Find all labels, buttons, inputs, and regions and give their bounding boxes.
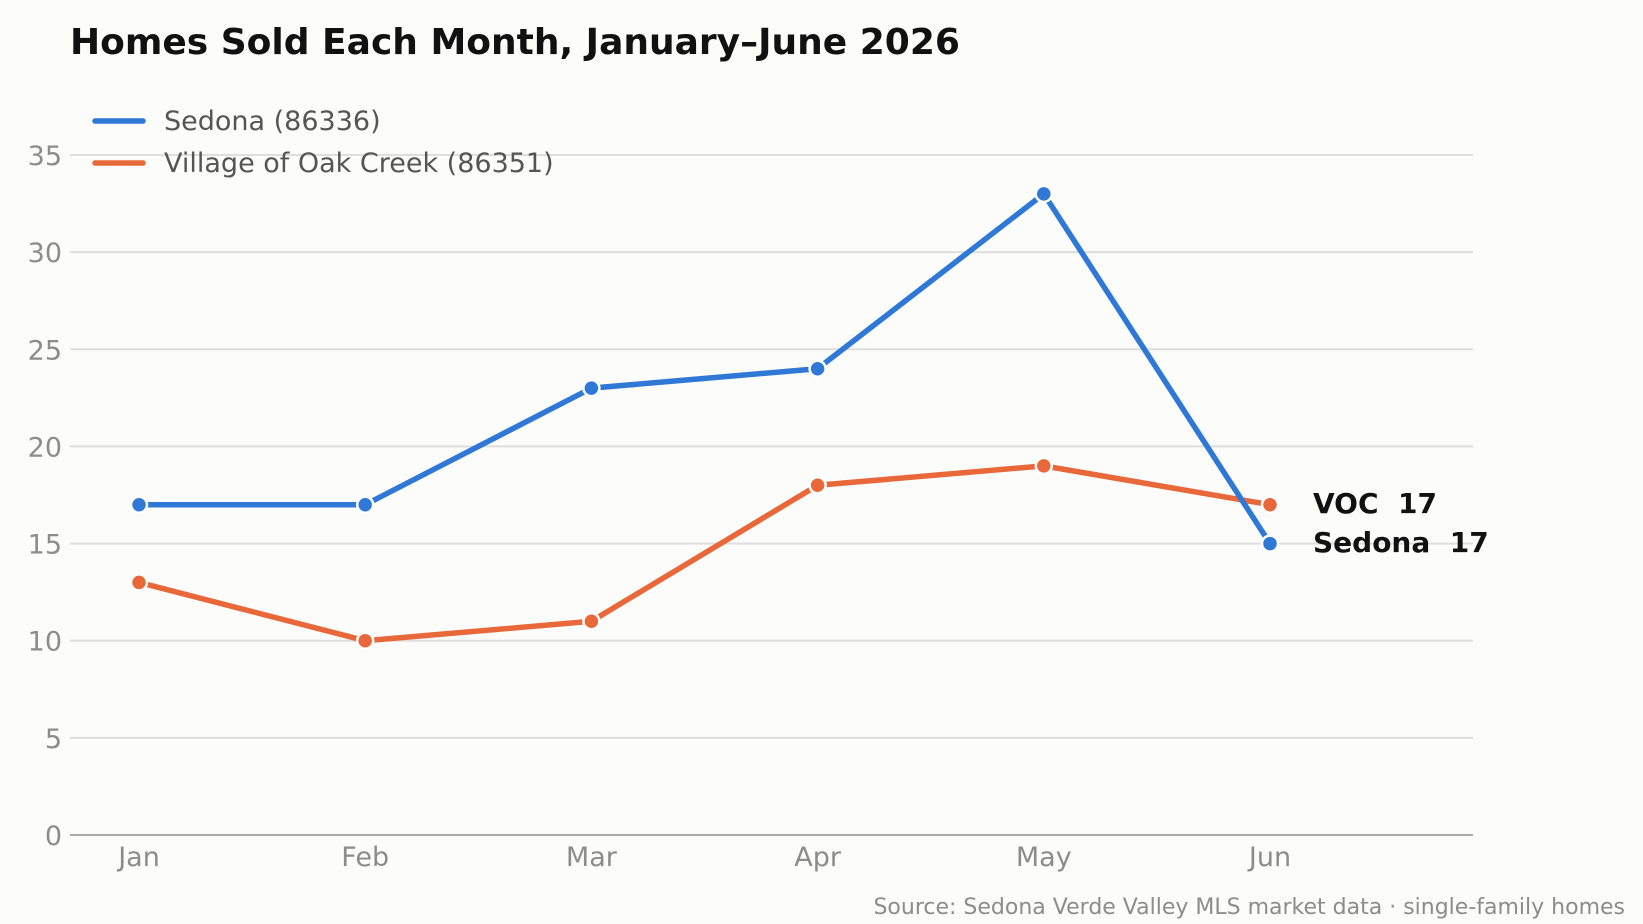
x-tick-label: May xyxy=(1016,842,1072,873)
y-tick-label: 30 xyxy=(28,238,62,269)
series-0 xyxy=(129,184,1280,553)
y-tick-label: 0 xyxy=(45,821,62,852)
legend-item: Village of Oak Creek (86351) xyxy=(92,148,554,179)
end-label: Sedona 17 xyxy=(1313,526,1489,559)
x-tick-label: Jan xyxy=(116,842,160,873)
end-labels: Sedona 17 VOC 17 xyxy=(1313,487,1489,559)
data-point xyxy=(355,631,375,650)
legend-item: Sedona (86336) xyxy=(92,106,381,137)
data-point xyxy=(582,612,601,631)
chart-title: Homes Sold Each Month, January–June 2026 xyxy=(70,22,960,63)
data-point xyxy=(129,573,149,592)
y-tick-label: 25 xyxy=(28,335,62,366)
x-tick-label: Jun xyxy=(1247,842,1291,873)
series-lines xyxy=(129,184,1280,650)
legend-label: Sedona (86336) xyxy=(164,106,381,137)
y-tick-label: 15 xyxy=(28,530,62,561)
y-tick-label: 35 xyxy=(28,141,62,172)
series-1 xyxy=(129,456,1280,650)
data-point xyxy=(129,495,149,514)
data-point xyxy=(1034,456,1054,476)
series-line xyxy=(136,463,1273,644)
series-line xyxy=(136,191,1273,547)
data-point xyxy=(808,476,827,495)
x-tick-label: Feb xyxy=(341,842,389,873)
axes: 0 5 10 15 20 25 30 35 Jan Feb Mar Apr May Jun xyxy=(28,141,1473,873)
source-note: Source: Sedona Verde Valley MLS market d… xyxy=(873,895,1625,920)
gridlines xyxy=(70,154,1473,739)
data-point xyxy=(1034,184,1054,204)
data-point xyxy=(808,359,827,378)
legend-label: Village of Oak Creek (86351) xyxy=(164,148,554,179)
y-tick-label: 5 xyxy=(45,724,62,755)
end-label: VOC 17 xyxy=(1313,487,1437,520)
data-point xyxy=(355,495,375,514)
data-point xyxy=(1260,534,1280,553)
legend: Sedona (86336) Village of Oak Creek (8635… xyxy=(92,106,554,179)
x-tick-label: Mar xyxy=(566,842,618,873)
y-tick-label: 20 xyxy=(28,432,62,463)
data-point xyxy=(582,378,601,398)
data-point xyxy=(1260,495,1280,514)
x-tick-label: Apr xyxy=(794,842,842,873)
y-tick-label: 10 xyxy=(28,627,62,658)
